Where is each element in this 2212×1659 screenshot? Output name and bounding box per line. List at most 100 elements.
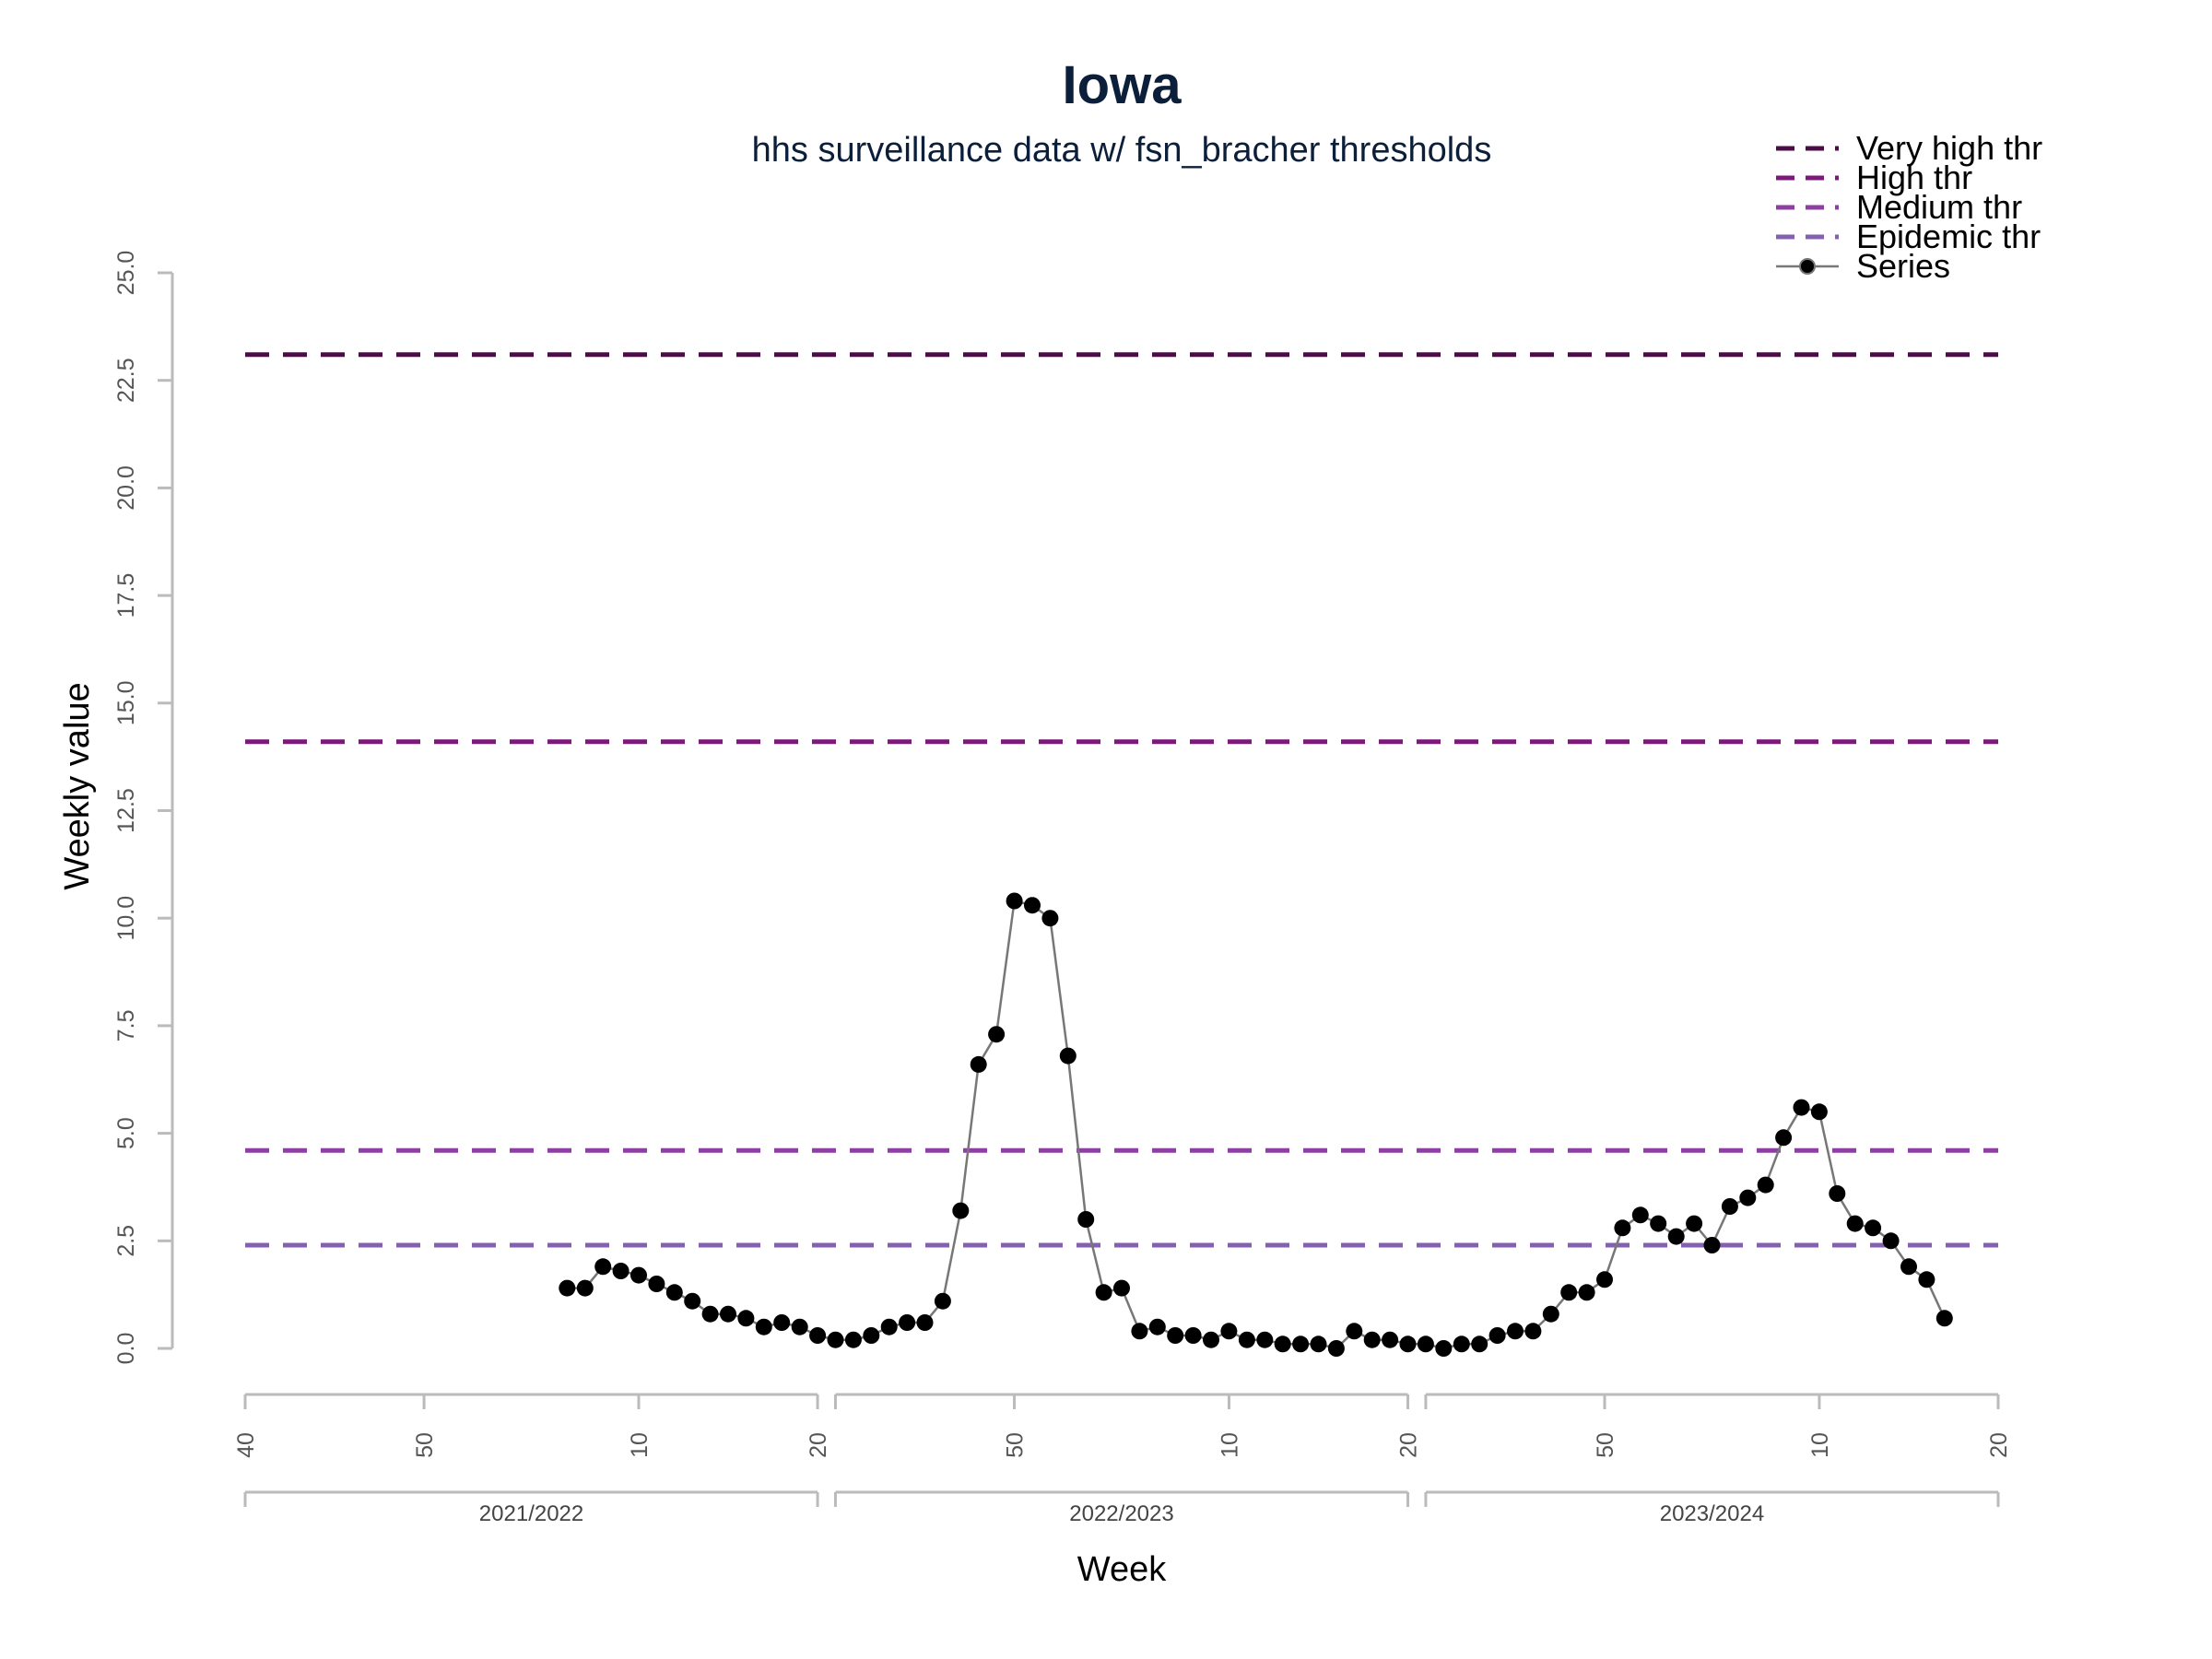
legend-label: Very high thr bbox=[1856, 129, 2042, 167]
legend-label: Series bbox=[1856, 247, 1950, 285]
data-point bbox=[1417, 1335, 1434, 1353]
data-point bbox=[1667, 1228, 1685, 1245]
x-tick-label: 50 bbox=[1003, 1432, 1029, 1458]
x-tick-label: 50 bbox=[1593, 1432, 1618, 1458]
data-point bbox=[1292, 1335, 1310, 1353]
data-point bbox=[1721, 1198, 1738, 1215]
data-point bbox=[576, 1279, 594, 1297]
data-point bbox=[1203, 1331, 1219, 1348]
data-point bbox=[1686, 1215, 1703, 1232]
legend-label: Epidemic thr bbox=[1856, 218, 2041, 255]
data-point bbox=[1829, 1185, 1846, 1202]
data-point bbox=[1471, 1335, 1488, 1353]
data-point bbox=[1095, 1284, 1112, 1301]
y-tick-label: 15.0 bbox=[113, 680, 139, 725]
data-point bbox=[827, 1331, 844, 1348]
data-point bbox=[1399, 1335, 1417, 1353]
data-point bbox=[1184, 1327, 1202, 1344]
x-tick-label: 10 bbox=[1807, 1432, 1833, 1458]
y-tick-label: 12.5 bbox=[113, 788, 139, 833]
x-tick-label: 10 bbox=[627, 1432, 653, 1458]
data-point bbox=[1560, 1284, 1578, 1301]
data-point bbox=[809, 1327, 827, 1344]
data-point bbox=[1757, 1176, 1774, 1194]
data-point bbox=[755, 1318, 772, 1335]
data-point bbox=[899, 1314, 916, 1331]
data-point bbox=[1041, 910, 1059, 927]
chart-subtitle: hhs surveillance data w/ fsn_bracher thr… bbox=[752, 131, 1492, 170]
data-point bbox=[1631, 1206, 1649, 1224]
data-point bbox=[1793, 1099, 1810, 1116]
data-point bbox=[737, 1310, 755, 1327]
data-point bbox=[1274, 1335, 1291, 1353]
chart-title: Iowa bbox=[1063, 55, 1182, 115]
y-axis-title: Weekly value bbox=[58, 682, 97, 889]
x-tick-label: 20 bbox=[806, 1432, 831, 1458]
data-point bbox=[1006, 892, 1023, 910]
data-point bbox=[1220, 1323, 1238, 1340]
x-axis-title: Week bbox=[1077, 1550, 1167, 1589]
data-point bbox=[791, 1318, 808, 1335]
data-point bbox=[934, 1292, 951, 1310]
data-point bbox=[612, 1263, 629, 1279]
data-point bbox=[1382, 1331, 1399, 1348]
y-tick-label: 17.5 bbox=[113, 573, 139, 618]
data-point bbox=[1918, 1271, 1936, 1288]
data-point bbox=[1650, 1215, 1667, 1232]
data-point bbox=[916, 1314, 934, 1331]
legend-label: Medium thr bbox=[1856, 188, 2022, 226]
y-axis: 0.0 2.5 5.0 7.5 10.0 12.5 15.0 17.5 20.0 22.5 25.0 bbox=[113, 251, 174, 1364]
data-point bbox=[880, 1318, 898, 1335]
data-point bbox=[684, 1292, 701, 1310]
y-tick-label: 20.0 bbox=[113, 465, 139, 511]
data-point bbox=[1077, 1211, 1095, 1228]
data-point bbox=[1542, 1305, 1559, 1323]
y-tick-label: 10.0 bbox=[113, 896, 139, 941]
data-point bbox=[1113, 1279, 1130, 1297]
data-point bbox=[1148, 1318, 1166, 1335]
data-point bbox=[970, 1055, 987, 1073]
data-point bbox=[630, 1266, 647, 1284]
data-point bbox=[1238, 1331, 1255, 1348]
x-tick-label: 40 bbox=[233, 1432, 259, 1458]
data-point bbox=[1846, 1215, 1864, 1232]
y-tick-label: 5.0 bbox=[113, 1117, 139, 1149]
data-point bbox=[701, 1305, 719, 1323]
season-label: 2021/2022 bbox=[479, 1501, 583, 1526]
season-label: 2023/2024 bbox=[1660, 1501, 1764, 1526]
data-point bbox=[1703, 1237, 1721, 1253]
data-point bbox=[720, 1305, 736, 1323]
legend-swatch-point bbox=[1799, 258, 1816, 275]
data-point bbox=[988, 1026, 1006, 1043]
y-tick-label: 2.5 bbox=[113, 1225, 139, 1257]
data-point bbox=[1614, 1219, 1631, 1237]
y-tick-label: 7.5 bbox=[113, 1010, 139, 1042]
data-point bbox=[1327, 1340, 1345, 1357]
data-point bbox=[1435, 1340, 1453, 1357]
data-point bbox=[1488, 1327, 1506, 1344]
y-tick-label: 22.5 bbox=[113, 358, 139, 403]
series-line bbox=[567, 899, 1946, 1350]
data-point bbox=[1900, 1258, 1917, 1276]
series-layer bbox=[559, 892, 1953, 1357]
threshold-lines bbox=[245, 352, 1998, 1248]
data-point bbox=[1256, 1331, 1274, 1348]
data-point bbox=[1131, 1323, 1148, 1340]
data-point bbox=[1453, 1335, 1470, 1353]
data-point bbox=[844, 1331, 862, 1348]
data-point bbox=[559, 1279, 576, 1297]
data-point bbox=[665, 1284, 683, 1301]
x-tick-label: 10 bbox=[1217, 1432, 1242, 1458]
season-label: 2022/2023 bbox=[1069, 1501, 1173, 1526]
data-point bbox=[1024, 897, 1041, 914]
data-point bbox=[1310, 1335, 1327, 1353]
x-tick-label: 20 bbox=[1986, 1432, 2012, 1458]
data-point bbox=[1507, 1323, 1524, 1340]
y-tick-label: 25.0 bbox=[113, 251, 139, 296]
data-point bbox=[1775, 1129, 1793, 1147]
data-point bbox=[952, 1202, 970, 1219]
data-point bbox=[1059, 1047, 1077, 1065]
data-point bbox=[773, 1314, 791, 1331]
